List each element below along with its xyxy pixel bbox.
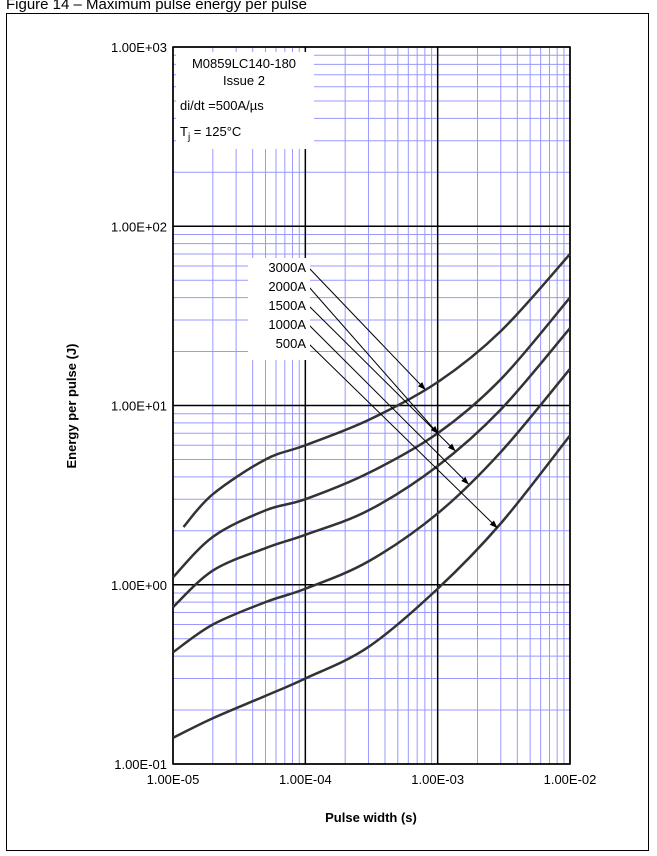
series-label-2000A: 2000A — [268, 279, 306, 294]
series-label-500A: 500A — [276, 336, 307, 351]
arrow-1000A — [308, 324, 469, 485]
tj-note: Tj = 125°C — [180, 124, 241, 143]
y-tick-label: 1.00E+03 — [111, 40, 167, 55]
series-label-1500A: 1500A — [268, 298, 306, 313]
major-grid — [172, 46, 571, 765]
y-tick-label: 1.00E+02 — [111, 219, 167, 234]
didt-note: di/dt =500A/µs — [180, 98, 264, 113]
x-tick-label: 1.00E-05 — [147, 772, 200, 787]
y-tick-label: 1.00E+00 — [111, 578, 167, 593]
info-box: M0859LC140-180 Issue 2 di/dt =500A/µs Tj… — [176, 52, 314, 149]
curve-2000A — [172, 296, 571, 579]
y-tick-label: 1.00E+01 — [111, 399, 167, 414]
tick-labels: 1.00E-05 1.00E-04 1.00E-03 1.00E-02 1.00E-01… — [111, 40, 596, 787]
x-tick-label: 1.00E-04 — [279, 772, 332, 787]
x-tick-label: 1.00E-03 — [411, 772, 464, 787]
series-label-1000A: 1000A — [268, 317, 306, 332]
part-number: M0859LC140-180 — [192, 56, 296, 71]
y-axis-label: Energy per pulse (J) — [64, 344, 79, 469]
curve-3000A — [182, 253, 571, 528]
tj-value: = 125°C — [190, 124, 241, 139]
label-arrows — [308, 267, 498, 529]
arrow-2000A — [308, 286, 439, 435]
y-tick-label: 1.00E-01 — [114, 757, 167, 772]
plot-border — [172, 46, 571, 765]
tj-symbol: T — [180, 124, 188, 139]
series-labels: 3000A 2000A 1500A 1000A 500A — [248, 258, 310, 360]
curve-1500A — [172, 327, 571, 609]
curve-500A — [172, 434, 571, 739]
curve-1000A — [172, 368, 571, 654]
chart-frame — [6, 13, 649, 851]
arrow-3000A — [308, 267, 426, 390]
tj-subscript: j — [187, 132, 190, 143]
issue-label: Issue 2 — [223, 73, 265, 88]
x-tick-label: 1.00E-02 — [544, 772, 597, 787]
series-label-3000A: 3000A — [268, 260, 306, 275]
curves — [172, 253, 571, 739]
series-label-background — [248, 258, 310, 360]
arrow-500A — [308, 343, 498, 529]
arrow-1500A — [308, 305, 456, 452]
page-title: Figure 14 – Maximum pulse energy per pul… — [6, 0, 307, 13]
x-axis-label: Pulse width (s) — [325, 810, 417, 825]
info-box-background — [176, 52, 314, 149]
